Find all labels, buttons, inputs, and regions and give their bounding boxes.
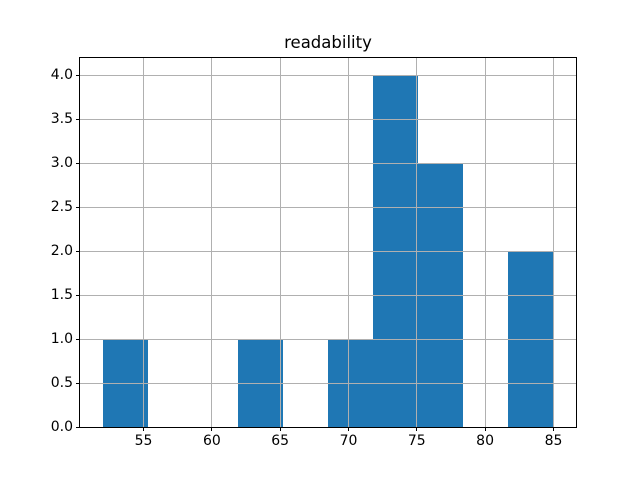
x-tick-label: 75 bbox=[407, 433, 426, 450]
x-tick-mark bbox=[211, 427, 213, 432]
y-tick-label: 2.5 bbox=[50, 198, 73, 215]
horizontal-gridline bbox=[80, 294, 576, 296]
horizontal-gridline bbox=[80, 118, 576, 120]
y-tick-mark bbox=[76, 294, 80, 296]
vertical-gridline bbox=[484, 57, 486, 428]
y-tick-label: 4.0 bbox=[50, 66, 73, 83]
vertical-gridline bbox=[143, 57, 144, 428]
x-tick-mark bbox=[279, 427, 281, 432]
vertical-gridline bbox=[416, 57, 418, 428]
horizontal-gridline bbox=[80, 426, 576, 428]
y-tick-mark bbox=[76, 206, 80, 208]
y-tick-label: 1.5 bbox=[50, 286, 73, 303]
vertical-gridline bbox=[279, 57, 281, 428]
x-tick-mark bbox=[143, 427, 144, 432]
y-tick-mark bbox=[76, 118, 80, 120]
x-tick-label: 80 bbox=[476, 433, 494, 450]
x-tick-mark bbox=[348, 427, 349, 432]
y-tick-mark bbox=[76, 426, 80, 428]
x-tick-label: 55 bbox=[134, 433, 153, 450]
y-tick-label: 2.0 bbox=[50, 242, 73, 259]
horizontal-gridline bbox=[80, 162, 576, 164]
horizontal-gridline bbox=[80, 338, 576, 340]
y-tick-mark bbox=[76, 74, 80, 76]
y-tick-label: 1.0 bbox=[50, 330, 73, 347]
horizontal-gridline bbox=[80, 250, 576, 252]
chart-title: readability bbox=[284, 33, 372, 52]
vertical-gridline bbox=[553, 57, 554, 428]
y-tick-mark bbox=[76, 162, 80, 164]
vertical-gridline bbox=[348, 57, 349, 428]
horizontal-gridline bbox=[80, 74, 576, 76]
x-tick-label: 70 bbox=[339, 433, 358, 450]
x-tick-mark bbox=[553, 427, 554, 432]
y-tick-label: 0.0 bbox=[50, 418, 73, 435]
x-tick-mark bbox=[416, 427, 418, 432]
y-tick-mark bbox=[76, 250, 80, 252]
x-tick-label: 65 bbox=[271, 433, 290, 450]
y-tick-label: 3.0 bbox=[50, 154, 73, 171]
y-tick-label: 3.5 bbox=[50, 110, 73, 127]
vertical-gridline bbox=[211, 57, 213, 428]
x-tick-mark bbox=[484, 427, 486, 432]
x-tick-label: 60 bbox=[202, 433, 221, 450]
x-tick-label: 85 bbox=[544, 433, 563, 450]
y-tick-label: 0.5 bbox=[50, 374, 73, 391]
horizontal-gridline bbox=[80, 206, 576, 208]
y-tick-mark bbox=[76, 382, 80, 384]
y-tick-mark bbox=[76, 338, 80, 340]
horizontal-gridline bbox=[80, 382, 576, 384]
